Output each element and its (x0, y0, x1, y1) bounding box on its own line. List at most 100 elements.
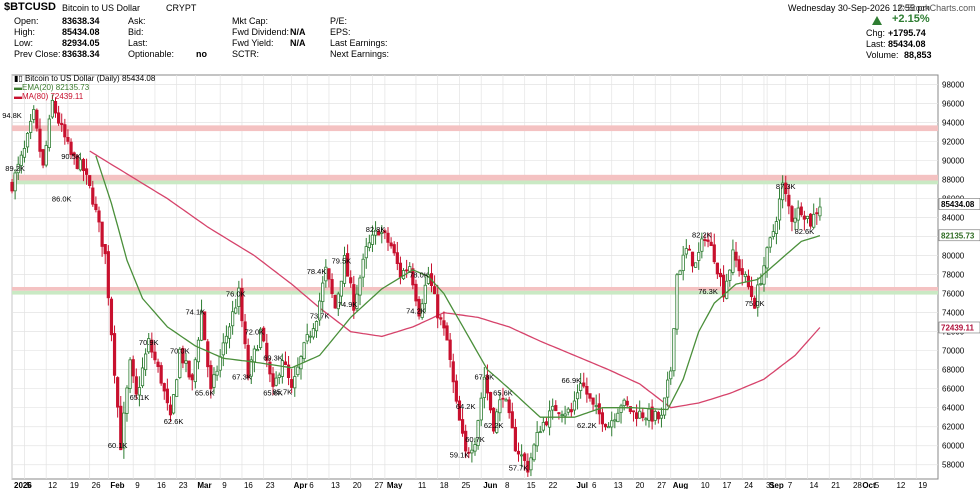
candle-body (153, 351, 157, 361)
candle-body (106, 251, 110, 299)
candle-body (411, 268, 415, 286)
x-tick-label: 18 (440, 481, 449, 489)
legend-ma: ▬MA(80) 72439.11 (14, 92, 84, 101)
x-tick-label: 19 (70, 481, 79, 489)
candle-body (240, 287, 244, 322)
candle-body (206, 341, 210, 368)
candle-body (140, 367, 145, 387)
ma-last-tag: 72439.11 (941, 323, 974, 332)
y-tick-label: 96000 (942, 100, 965, 109)
x-tick-label: Feb (110, 481, 124, 489)
y-tick-label: 64000 (942, 404, 965, 413)
candle-body (50, 99, 54, 118)
candle-body (607, 426, 611, 429)
candle-body (529, 457, 533, 471)
y-tick-label: 58000 (942, 461, 965, 470)
quote-label: Ask: (128, 16, 146, 26)
y-tick-label: 80000 (942, 252, 965, 261)
candle-body (97, 210, 101, 223)
x-tick-label: 16 (157, 481, 166, 489)
candle-body (768, 237, 772, 248)
price-label: 66.9K (562, 376, 582, 385)
candle-body (523, 453, 527, 461)
x-tick-label: 9 (222, 481, 227, 489)
candle-body (594, 405, 598, 407)
candle-body (327, 268, 331, 280)
candle-body (91, 187, 95, 205)
quote-value: 88,853 (904, 50, 932, 60)
candle-body (38, 128, 42, 152)
candle-body (35, 109, 39, 129)
candle-body (290, 379, 294, 388)
x-tick-label: 23 (179, 481, 188, 489)
candle-body (29, 120, 33, 133)
x-tick-label: 20 (353, 481, 362, 489)
candle-body (237, 287, 241, 307)
candle-body (582, 382, 586, 387)
candle-body (622, 399, 626, 407)
candle-body (787, 194, 791, 207)
candle-body (585, 386, 589, 395)
quote-label: Bid: (128, 27, 144, 37)
candle-body (591, 397, 595, 405)
candle-body (78, 159, 82, 171)
x-tick-label: 8 (505, 481, 510, 489)
price-label: 65.6K (493, 388, 513, 397)
candle-body (308, 335, 312, 338)
candle-body (579, 383, 583, 392)
price-label: 78.0K (409, 271, 429, 280)
x-tick-label: 25 (461, 481, 470, 489)
x-tick-label: Jun (483, 481, 497, 489)
x-tick-label: 27 (374, 481, 383, 489)
symbol: $BTCUSD (4, 1, 56, 13)
candle-body (221, 342, 225, 356)
candle-body (243, 321, 247, 345)
candle-body (103, 244, 107, 255)
price-label: 70.9K (139, 338, 159, 347)
candle-body (420, 303, 424, 318)
x-tick-label: 6 (592, 481, 597, 489)
y-tick-label: 94000 (942, 119, 965, 128)
price-label: 59.1K (450, 450, 470, 459)
candle-body (753, 297, 757, 309)
quote-label: Open: (14, 16, 39, 26)
price-label: 72.0K (245, 328, 265, 337)
quote-label: High: (14, 27, 36, 37)
candle-body (516, 450, 521, 455)
x-tick-label: 20 (635, 481, 644, 489)
quote-label: Last Earnings: (330, 38, 388, 48)
ema-line-group (95, 155, 821, 418)
candle-body (386, 232, 390, 243)
candle-body (405, 269, 409, 272)
candle-body (218, 356, 222, 371)
candle-body (572, 400, 577, 411)
candle-body (697, 252, 701, 261)
candle-body (395, 252, 399, 265)
candle-body (13, 172, 17, 192)
security-name: Bitcoin to US Dollar (62, 3, 141, 13)
candle-body (535, 432, 539, 447)
candle-body (414, 283, 418, 302)
candle-body (715, 262, 719, 275)
price-label: 67.3K (232, 372, 252, 381)
candle-body (470, 449, 474, 454)
candle-body (302, 342, 306, 360)
x-tick-label: Jul (576, 481, 588, 489)
candle-body (227, 326, 232, 339)
x-tick-label: 31 (766, 481, 775, 489)
x-tick-label: 11 (418, 481, 427, 489)
candle-body (367, 242, 371, 249)
candle-body (445, 325, 449, 341)
candle-body (131, 359, 135, 377)
candle-body (380, 231, 384, 235)
candle-body (119, 405, 123, 451)
candle-body (19, 154, 23, 166)
legend-ema: ▬EMA(20) 82135.73 (14, 83, 90, 92)
price-label: 60.1K (108, 441, 128, 450)
candle-body (666, 379, 670, 398)
candle-body (625, 400, 629, 406)
candle-body (280, 360, 284, 377)
candle-body (619, 405, 623, 413)
quote-label: Chg: (866, 28, 886, 38)
